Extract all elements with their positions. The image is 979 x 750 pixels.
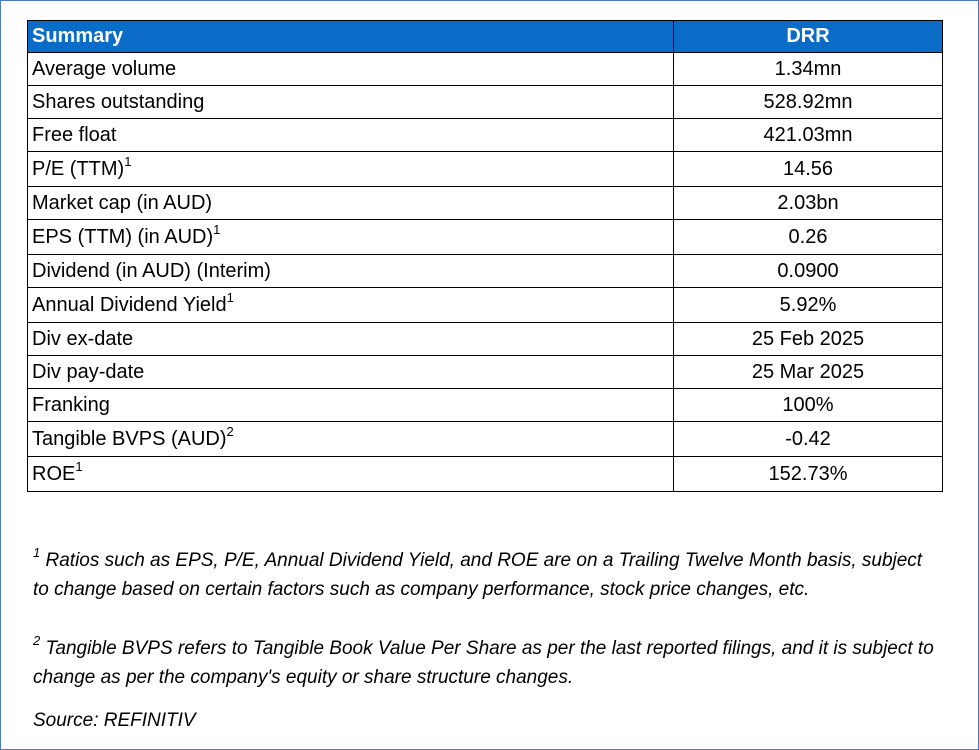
row-value: 100% [673,388,943,422]
row-label-text: Annual Dividend Yield [32,293,227,316]
footnote-ref: 1 [226,289,234,305]
row-label-text: EPS (TTM) (in AUD) [32,225,214,248]
footnote-text: Tangible BVPS refers to Tangible Book Va… [33,638,934,688]
row-label-text: Free float [32,123,117,146]
table-row: Annual Dividend Yield1 5.92% [27,287,943,323]
row-label: Franking [27,388,674,422]
row-label-text: ROE [32,462,76,485]
row-label: Dividend (in AUD) (Interim) [27,254,674,288]
row-label: EPS (TTM) (in AUD)1 [27,219,674,255]
row-value: 14.56 [673,151,943,187]
row-label: P/E (TTM)1 [27,151,674,187]
row-label-text: Div pay-date [32,360,145,383]
table-row: EPS (TTM) (in AUD)1 0.26 [27,219,943,255]
row-label: Free float [27,118,674,152]
footnote-marker: 1 [33,545,41,560]
row-label: Shares outstanding [27,85,674,119]
row-label: Annual Dividend Yield1 [27,287,674,323]
header-summary: Summary [27,20,674,53]
table-row: Dividend (in AUD) (Interim) 0.0900 [27,254,943,288]
row-value: 5.92% [673,287,943,323]
row-label: Market cap (in AUD) [27,186,674,220]
row-value: 1.34mn [673,52,943,86]
footnote-text: Ratios such as EPS, P/E, Annual Dividend… [33,550,923,600]
header-drr: DRR [673,20,943,53]
row-label: Div ex-date [27,322,674,356]
row-value: 0.26 [673,219,943,255]
source-line: Source: REFINITIV [33,710,196,731]
row-value: 421.03mn [673,118,943,152]
table-header-row: Summary DRR [27,20,943,53]
row-label: ROE1 [27,456,674,492]
table-row: Shares outstanding 528.92mn [27,85,943,119]
footnote-ref: 1 [75,458,83,474]
table-row: ROE1 152.73% [27,456,943,492]
row-label-text: Market cap (in AUD) [32,191,213,214]
footnote-ref: 1 [213,221,221,237]
row-label-text: Average volume [32,57,177,80]
table-row: Franking 100% [27,388,943,422]
row-label-text: Franking [32,393,110,416]
row-label: Average volume [27,52,674,86]
row-label-text: Tangible BVPS (AUD) [32,427,227,450]
row-value: -0.42 [673,421,943,457]
table-row: Average volume 1.34mn [27,52,943,86]
row-value: 25 Feb 2025 [673,322,943,356]
row-label: Div pay-date [27,355,674,389]
row-label-text: Dividend (in AUD) (Interim) [32,259,271,282]
table-row: Tangible BVPS (AUD)2 -0.42 [27,421,943,457]
table-row: Div ex-date 25 Feb 2025 [27,322,943,356]
table-row: P/E (TTM)1 14.56 [27,151,943,187]
summary-table: Summary DRR Average volume 1.34mn Shares o… [27,20,943,492]
row-label: Tangible BVPS (AUD)2 [27,421,674,457]
footnote-ref: 2 [226,423,234,439]
row-label-text: Div ex-date [32,327,134,350]
row-value: 152.73% [673,456,943,492]
row-value: 0.0900 [673,254,943,288]
footnote-marker: 2 [33,633,41,648]
footnote-ref: 1 [124,153,132,169]
row-value: 2.03bn [673,186,943,220]
row-label-text: Shares outstanding [32,90,205,113]
footnote-2: 2 Tangible BVPS refers to Tangible Book … [33,634,943,692]
table-row: Free float 421.03mn [27,118,943,152]
footnote-1: 1 Ratios such as EPS, P/E, Annual Divide… [33,546,943,604]
row-label-text: P/E (TTM) [32,157,125,180]
table-row: Div pay-date 25 Mar 2025 [27,355,943,389]
row-value: 528.92mn [673,85,943,119]
table-row: Market cap (in AUD) 2.03bn [27,186,943,220]
row-value: 25 Mar 2025 [673,355,943,389]
